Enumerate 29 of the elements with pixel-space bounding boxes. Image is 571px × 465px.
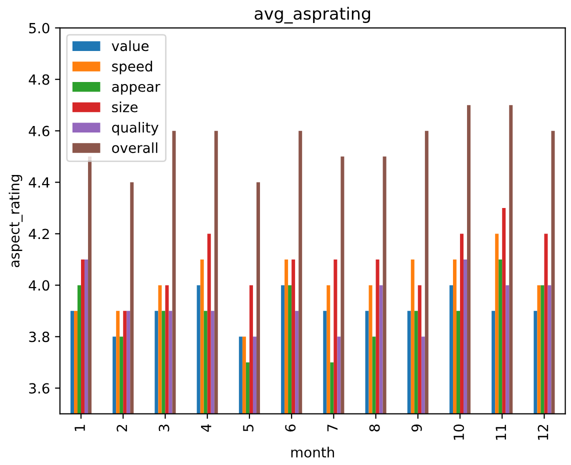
- x-tick-label: 3: [158, 424, 170, 432]
- x-tick-label: 6: [285, 424, 296, 432]
- x-tick-label: 12: [538, 424, 548, 440]
- x-tick-label: 5: [243, 424, 254, 432]
- y-tick-label: 4.6: [28, 126, 50, 136]
- legend-label: appear: [112, 84, 160, 95]
- legend-label: quality: [112, 122, 158, 136]
- y-tick-label: 3.6: [29, 383, 50, 394]
- y-tick-label: 5.0: [29, 22, 50, 34]
- y-tick-label: 4.2: [28, 228, 49, 240]
- x-tick-label: 9: [411, 424, 422, 432]
- x-tick-label: 7: [327, 424, 338, 432]
- legend-label: speed: [112, 60, 152, 74]
- x-axis-title: month: [291, 446, 334, 458]
- legend-label: value: [112, 40, 149, 52]
- legend-label: size: [112, 102, 138, 112]
- x-tick-label: 10: [454, 424, 464, 440]
- y-tick-label: 4.8: [28, 74, 50, 85]
- y-tick-label: 3.8: [29, 332, 50, 342]
- x-tick-label: 8: [369, 424, 380, 432]
- y-tick-label: 4.4: [28, 177, 50, 188]
- chart-title: avg_asprating: [254, 6, 370, 24]
- x-tick-label: 4: [201, 424, 212, 432]
- x-tick-label: 1: [74, 424, 85, 431]
- y-axis-title: aspect_rating: [8, 175, 23, 268]
- x-tick-label: 11: [496, 424, 506, 440]
- x-tick-label: 2: [116, 424, 127, 432]
- y-tick-label: 4.0: [28, 280, 50, 291]
- legend-label: overall: [112, 142, 158, 154]
